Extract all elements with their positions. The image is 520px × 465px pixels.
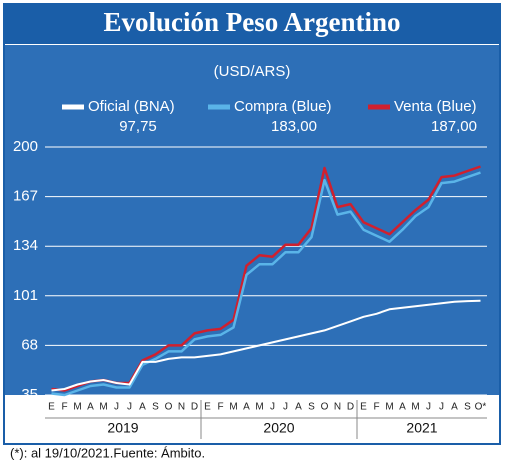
x-tick-label: D <box>191 402 198 413</box>
x-tick-label: A <box>295 402 302 413</box>
x-tick-label: A <box>139 402 146 413</box>
legend-label: Oficial (BNA) <box>88 98 175 115</box>
x-tick-label: S <box>152 402 159 413</box>
y-tick-label: 101 <box>13 287 38 304</box>
legend-value: 187,00 <box>431 118 477 135</box>
series-line <box>51 171 481 397</box>
legend-value: 97,75 <box>119 118 157 135</box>
footnote: (*): al 19/10/2021.Fuente: Ámbito. <box>10 445 205 460</box>
series-line <box>51 299 481 392</box>
x-tick-label: A <box>87 402 94 413</box>
y-tick-label: 68 <box>21 336 38 353</box>
x-tick-label: M <box>99 402 107 413</box>
x-tick-label: F <box>217 402 223 413</box>
x-tick-label: E <box>48 402 55 413</box>
chart-title: Evolución Peso Argentino <box>103 7 400 37</box>
x-tick-label: A <box>451 402 458 413</box>
x-tick-label: J <box>270 402 275 413</box>
x-tick-label: N <box>334 402 341 413</box>
x-tick-label: J <box>426 402 431 413</box>
title-band <box>4 4 500 44</box>
y-tick-label: 167 <box>13 188 38 205</box>
x-tick-label: M <box>411 402 419 413</box>
x-tick-label: F <box>61 402 67 413</box>
x-tick-label: E <box>204 402 211 413</box>
x-tick-label: A <box>399 402 406 413</box>
y-tick-label: 200 <box>13 138 38 155</box>
x-tick-label: M <box>255 402 263 413</box>
x-tick-label: M <box>229 402 237 413</box>
x-tick-label: M <box>385 402 393 413</box>
x-tick-label: O <box>165 402 173 413</box>
plot-background <box>5 45 499 395</box>
x-tick-label: N <box>178 402 185 413</box>
y-tick-label: 35 <box>21 386 38 403</box>
year-label: 2020 <box>263 420 294 436</box>
x-tick-label: F <box>373 402 379 413</box>
x-tick-label: J <box>114 402 119 413</box>
year-label: 2021 <box>406 420 437 436</box>
x-tick-label: J <box>127 402 132 413</box>
x-tick-label: O <box>321 402 329 413</box>
x-tick-label: J <box>283 402 288 413</box>
legend-label: Venta (Blue) <box>394 98 477 115</box>
x-tick-label: A <box>243 402 250 413</box>
x-tick-label: S <box>308 402 315 413</box>
legend-label: Compra (Blue) <box>234 98 332 115</box>
x-tick-label: S <box>464 402 471 413</box>
legend-value: 183,00 <box>271 118 317 135</box>
y-tick-label: 134 <box>13 237 38 254</box>
x-tick-label: D <box>347 402 354 413</box>
year-label: 2019 <box>107 420 138 436</box>
x-tick-label: E <box>360 402 367 413</box>
x-axis-strip <box>43 398 489 440</box>
subtitle: (USD/ARS) <box>214 63 291 80</box>
x-tick-label: M <box>73 402 81 413</box>
x-tick-label: O* <box>475 402 487 413</box>
x-tick-label: J <box>439 402 444 413</box>
